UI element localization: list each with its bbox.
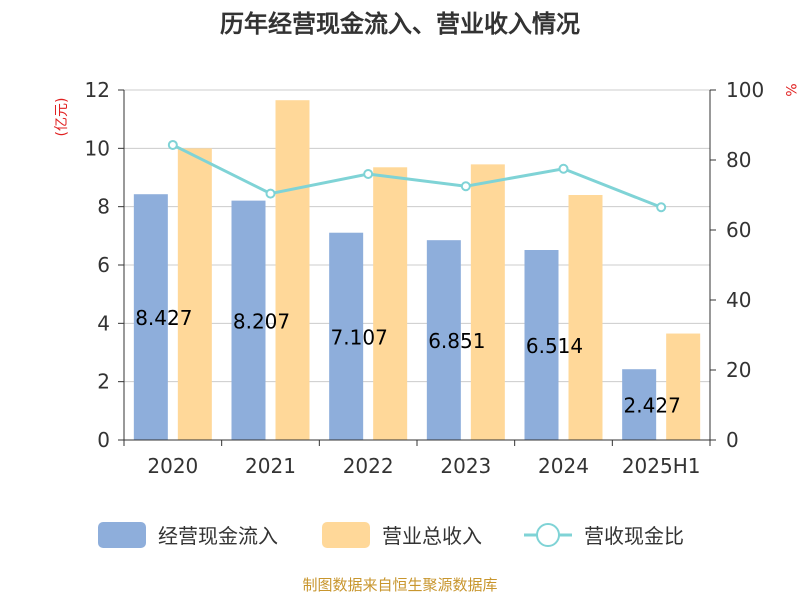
- bar-cash-inflow: [231, 200, 266, 440]
- bar-cash-inflow: [426, 240, 461, 440]
- legend-swatch: [98, 522, 146, 548]
- x-tick-label: 2023: [440, 454, 491, 478]
- ratio-point: [656, 202, 667, 213]
- right-tick-label: 40: [726, 288, 751, 312]
- data-label: 6.514: [526, 334, 583, 358]
- ratio-point: [558, 163, 569, 174]
- legend-label: 营收现金比: [584, 524, 684, 548]
- left-tick-label: 2: [97, 370, 110, 394]
- left-tick-label: 4: [97, 311, 110, 335]
- bar-cash-inflow: [622, 369, 657, 440]
- bar-cash-inflow: [524, 250, 559, 440]
- ratio-line: [172, 143, 662, 209]
- left-tick-label: 6: [97, 253, 110, 277]
- bars-group: [133, 100, 701, 441]
- ratio-point: [265, 188, 276, 199]
- x-tick-label: 2025H1: [622, 454, 701, 478]
- line-series-group: [167, 139, 667, 213]
- left-tick-label: 8: [97, 195, 110, 219]
- bar-cash-inflow: [133, 194, 168, 440]
- chart-title: 历年经营现金流入、营业收入情况: [220, 10, 580, 38]
- legend-label: 营业总收入: [382, 524, 482, 548]
- data-label: 2.427: [624, 394, 681, 418]
- ratio-point: [460, 181, 471, 192]
- source-note: 制图数据来自恒生聚源数据库: [302, 576, 497, 594]
- data-label: 8.207: [233, 309, 290, 333]
- bar-revenue: [666, 333, 701, 440]
- axes-group: 0 2 4 6 8 10 12 0 20 40 60 80 100 2020 2021 2022 2023 202…: [85, 78, 765, 478]
- bar-revenue: [177, 148, 212, 441]
- left-axis-unit: (亿元): [54, 98, 70, 137]
- bar-revenue: [373, 167, 408, 440]
- bar-cash-inflow: [329, 232, 364, 440]
- legend: 经营现金流入 营业总收入 营收现金比: [98, 522, 684, 548]
- bar-revenue: [275, 100, 310, 440]
- bar-revenue: [470, 164, 505, 440]
- x-tick-label: 2022: [343, 454, 394, 478]
- data-label: 6.851: [428, 329, 485, 353]
- x-tick-label: 2024: [538, 454, 589, 478]
- left-tick-label: 12: [85, 78, 110, 102]
- right-tick-label: 100: [726, 78, 764, 102]
- right-tick-label: 60: [726, 218, 751, 242]
- ratio-point: [167, 139, 178, 150]
- legend-label: 经营现金流入: [158, 524, 278, 548]
- legend-marker: [536, 523, 560, 547]
- right-tick-label: 0: [726, 428, 739, 452]
- legend-swatch: [322, 522, 370, 548]
- data-label: 8.427: [135, 306, 192, 330]
- right-tick-label: 20: [726, 358, 751, 382]
- ratio-point: [363, 169, 374, 179]
- x-tick-label: 2021: [245, 454, 296, 478]
- right-axis-unit: %: [782, 83, 798, 96]
- left-tick-label: 10: [85, 136, 110, 160]
- bar-revenue: [568, 195, 603, 440]
- left-tick-label: 0: [97, 428, 110, 452]
- data-labels-group: 8.427 8.207 7.107 6.851 6.514 2.427: [135, 306, 681, 418]
- data-label: 7.107: [331, 325, 388, 349]
- x-tick-label: 2020: [147, 454, 198, 478]
- grid-lines: [124, 89, 710, 383]
- right-tick-label: 80: [726, 148, 751, 172]
